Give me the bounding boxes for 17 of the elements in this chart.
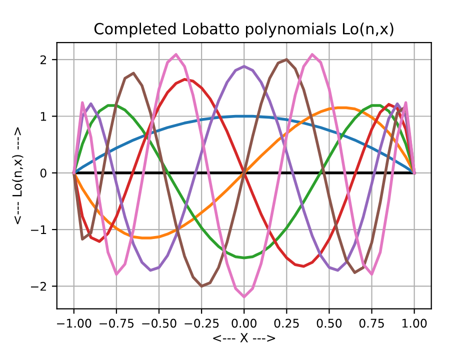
x-tick-label: −0.75 bbox=[100, 318, 134, 328]
y-tick-label: 1 bbox=[40, 112, 46, 121]
x-tick-label: −0.50 bbox=[142, 318, 176, 328]
y-tick-label: 2 bbox=[40, 55, 46, 64]
y-tick-label: −2 bbox=[31, 282, 46, 291]
y-axis-title: <--- Lo(n,x) ---> bbox=[12, 127, 24, 224]
x-tick-label: −0.25 bbox=[184, 318, 219, 328]
x-tick-label: −1.00 bbox=[57, 318, 92, 328]
x-tick-label: 0.75 bbox=[359, 318, 384, 328]
x-tick-label: 0.00 bbox=[232, 318, 256, 328]
y-tick-label: −1 bbox=[31, 225, 46, 234]
y-tick-label: 0 bbox=[40, 168, 46, 178]
x-tick-label: 0.25 bbox=[274, 318, 299, 328]
chart-title: Completed Lobatto polynomials Lo(n,x) bbox=[94, 22, 394, 38]
x-tick-label: 0.50 bbox=[316, 318, 342, 328]
x-axis-title: <--- X ---> bbox=[213, 333, 276, 342]
x-tick-label: 1.00 bbox=[402, 318, 427, 328]
